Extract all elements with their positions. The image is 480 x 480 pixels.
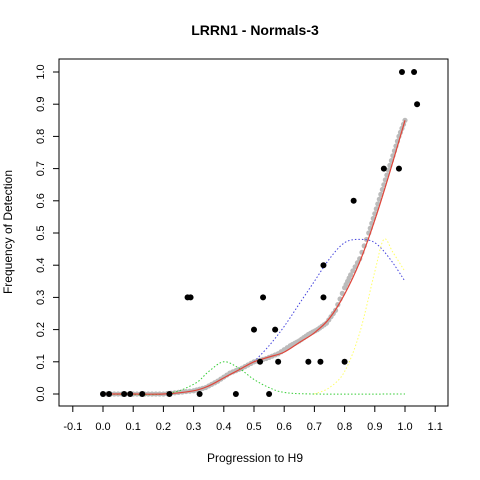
y-tick-label: 1.0 — [35, 64, 47, 79]
data-point — [317, 358, 324, 365]
data-point — [257, 358, 264, 365]
data-point — [398, 69, 405, 75]
smoothed-point — [352, 264, 358, 270]
data-point — [139, 391, 146, 397]
x-tick-label: 0.6 — [277, 421, 292, 433]
y-tick-label: 0.7 — [35, 161, 47, 176]
component-curve — [253, 238, 406, 363]
x-tick-label: 0.7 — [307, 421, 322, 433]
x-axis-label: Progression to H9 — [207, 451, 303, 465]
data-point — [341, 358, 348, 365]
data-point — [350, 197, 357, 204]
x-tick-label: 0.4 — [216, 421, 231, 433]
plot-area — [58, 58, 449, 407]
smoothed-point — [350, 268, 356, 274]
data-point — [251, 326, 257, 333]
data-point — [320, 294, 327, 301]
x-tick-label: -0.1 — [63, 421, 82, 433]
data-point — [166, 391, 173, 397]
smoothed-point — [339, 290, 345, 296]
data-point — [100, 391, 106, 397]
data-point — [127, 391, 134, 397]
x-tick-label: 0.1 — [126, 421, 141, 433]
component-curve — [102, 361, 406, 396]
x-tick-label: 0.3 — [186, 421, 201, 433]
data-point — [272, 326, 279, 333]
component-curve — [314, 238, 406, 395]
x-tick-label: 0.8 — [337, 421, 352, 433]
y-axis: 0.0 0.1 0.2 0.3 0.4 0.5 0.6 0.7 0.8 0.9 1.0 — [35, 64, 60, 402]
y-axis-label: Frequency of Detection — [1, 170, 15, 294]
smoothed-point — [348, 272, 354, 278]
y-tick-label: 0.0 — [35, 386, 47, 401]
data-point — [232, 391, 239, 397]
y-tick-label: 0.5 — [35, 225, 47, 240]
data-point — [305, 358, 312, 365]
y-tick-label: 0.9 — [35, 97, 47, 112]
x-tick-label: 0.5 — [246, 421, 261, 433]
data-point — [411, 69, 418, 75]
fit-line — [103, 120, 406, 395]
data-point — [275, 358, 282, 365]
x-tick-label: 0.9 — [367, 421, 382, 433]
x-axis: -0.1 0.0 0.1 0.2 0.3 0.4 0.5 0.6 0.7 0.8 0.9 1.0 1.1 — [63, 405, 443, 433]
y-tick-label: 0.2 — [35, 322, 47, 337]
data-point — [121, 391, 128, 397]
data-point — [395, 165, 402, 172]
data-point — [266, 391, 273, 397]
y-tick-label: 0.4 — [35, 258, 47, 273]
x-tick-label: 1.1 — [428, 421, 443, 433]
data-point — [320, 262, 327, 269]
y-tick-label: 0.8 — [35, 129, 47, 144]
y-tick-label: 0.1 — [35, 354, 47, 369]
y-tick-label: 0.6 — [35, 193, 47, 208]
series-layer — [100, 69, 421, 397]
data-point — [187, 294, 194, 301]
chart-title: LRRN1 - Normals-3 — [191, 22, 319, 38]
data-point — [106, 391, 113, 397]
y-tick-label: 0.3 — [35, 290, 47, 305]
data-point — [260, 294, 267, 301]
data-point — [414, 101, 421, 108]
data-point — [380, 165, 387, 172]
x-tick-label: 1.0 — [397, 421, 412, 433]
x-tick-label: 0.0 — [95, 421, 110, 433]
data-point — [196, 391, 203, 397]
x-tick-label: 0.2 — [156, 421, 171, 433]
